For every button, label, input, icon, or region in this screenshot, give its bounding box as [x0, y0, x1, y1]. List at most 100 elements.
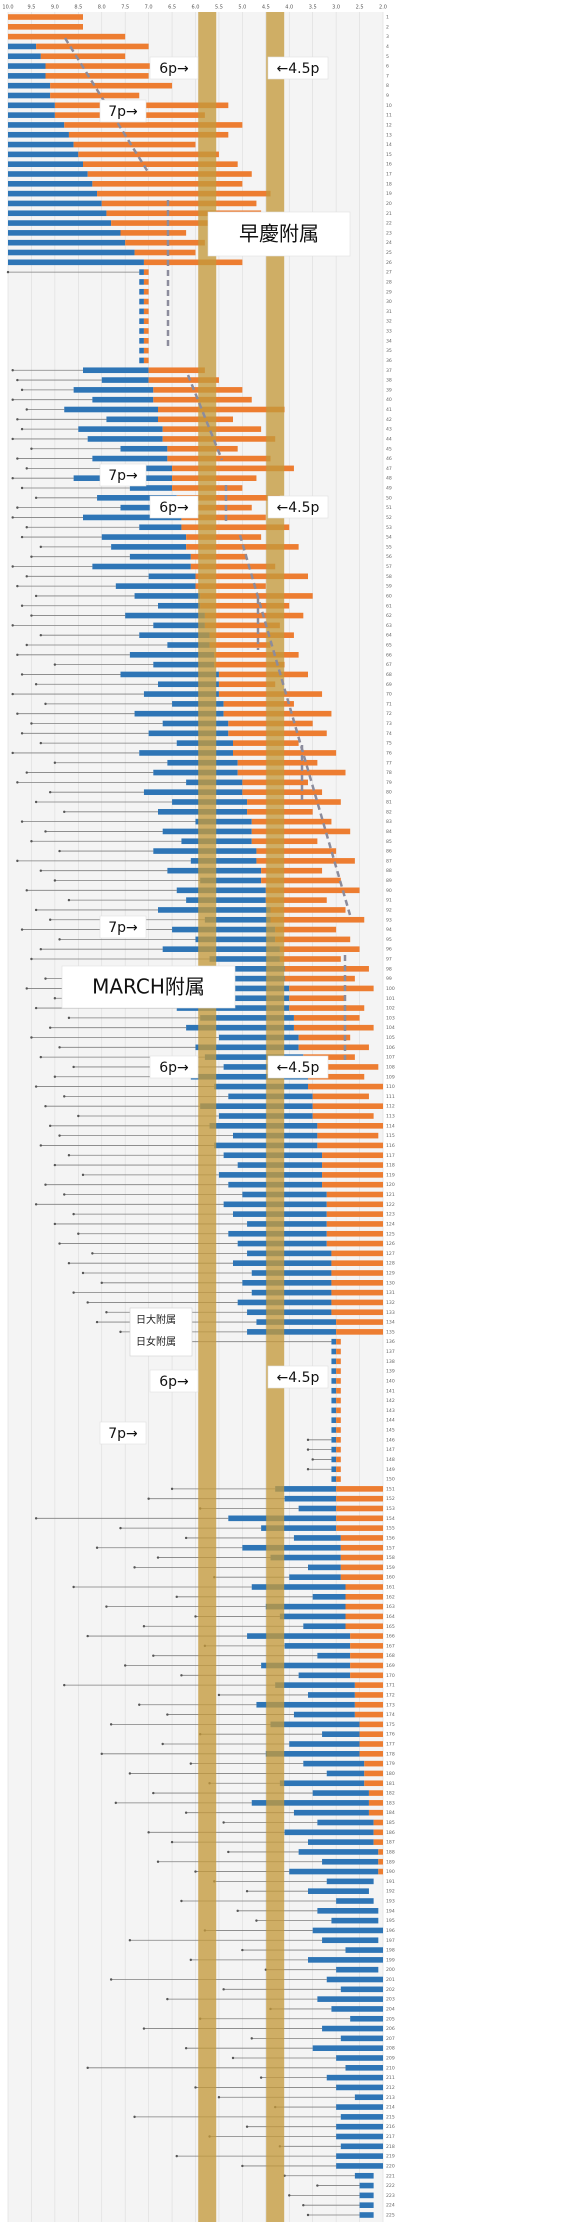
blue-bar — [148, 573, 196, 580]
whisker-end — [245, 1889, 249, 1893]
blue-bar — [340, 2143, 383, 2150]
blue-bar — [120, 671, 219, 678]
whisker-end — [63, 1683, 66, 1687]
row-label: 199 — [386, 1957, 395, 1963]
blue-bar — [162, 946, 280, 952]
row-label: 96 — [386, 947, 392, 953]
row-label: 55 — [386, 544, 392, 550]
blue-bar — [336, 2133, 383, 2140]
whisker-end — [53, 1222, 57, 1226]
blue-bar — [247, 1633, 351, 1639]
blue-bar — [162, 720, 229, 727]
x-tick-label: 3.5 — [309, 5, 317, 11]
row-label: 19 — [386, 191, 392, 197]
row-label: 7 — [386, 73, 389, 79]
trend-arrow — [186, 374, 224, 461]
row-label: 197 — [386, 1938, 395, 1944]
row-label: 162 — [386, 1594, 395, 1600]
whisker-end — [39, 869, 43, 872]
blue-bar — [247, 1329, 337, 1335]
blue-bar — [331, 1437, 337, 1443]
whisker-end — [25, 467, 28, 470]
row-label: 165 — [386, 1624, 395, 1630]
orange-bar — [308, 1073, 365, 1080]
trend-arrow — [63, 37, 150, 173]
whisker-end — [30, 614, 33, 617]
blue-bar — [186, 897, 266, 903]
row-label: 51 — [386, 505, 392, 511]
annotation: ←4.5p — [277, 61, 320, 77]
blue-bar — [336, 2153, 383, 2159]
row-label: 127 — [386, 1251, 395, 1257]
orange-bar — [350, 1662, 383, 1669]
row-label: 223 — [386, 2193, 395, 2199]
orange-bar — [350, 1633, 383, 1639]
blue-bar — [139, 338, 144, 344]
annotation: ←4.5p — [277, 1370, 320, 1386]
whisker-end — [34, 1085, 38, 1088]
row-label: 26 — [386, 260, 392, 266]
whisker-end — [53, 1075, 57, 1078]
blue-bar — [204, 1054, 304, 1060]
orange-bar — [368, 1809, 383, 1816]
whisker-end — [170, 1487, 174, 1491]
blue-bar — [242, 1191, 327, 1198]
orange-bar — [298, 1034, 351, 1041]
row-label: 95 — [386, 937, 392, 943]
row-label: 131 — [386, 1290, 395, 1296]
orange-bar — [336, 1407, 341, 1414]
whisker-end — [16, 457, 19, 460]
row-label: 222 — [386, 2183, 395, 2189]
whisker-end — [194, 1870, 197, 1873]
row-label: 211 — [386, 2075, 395, 2081]
orange-bar — [322, 1172, 383, 1178]
orange-bar — [312, 1113, 374, 1119]
blue-bar — [312, 1594, 346, 1600]
whisker-end — [34, 683, 38, 686]
blue-bar — [8, 220, 112, 226]
blue-bar — [134, 593, 201, 599]
blue-bar — [251, 1584, 346, 1590]
orange-bar — [265, 897, 327, 903]
blue-bar — [195, 936, 276, 943]
row-label: 116 — [386, 1143, 395, 1149]
blue-bar — [354, 2094, 383, 2101]
row-label: 220 — [386, 2163, 395, 2169]
orange-bar — [143, 279, 149, 285]
whisker-end — [20, 673, 24, 676]
x-tick-label: 7.5 — [121, 5, 129, 11]
row-label: 202 — [386, 1987, 395, 1993]
orange-bar — [218, 681, 276, 688]
orange-bar — [143, 259, 243, 266]
row-label: 63 — [386, 623, 392, 629]
row-label: 182 — [386, 1791, 395, 1797]
row-label: 112 — [386, 1104, 395, 1110]
whisker-end — [16, 418, 19, 421]
blue-bar — [336, 2084, 383, 2091]
whisker-end — [39, 1055, 43, 1059]
row-label: 46 — [386, 456, 392, 462]
annotation-box — [267, 1365, 329, 1389]
blue-bar — [209, 1123, 318, 1129]
blue-bar — [322, 1858, 379, 1865]
blue-bar — [92, 563, 191, 570]
whisker-end — [67, 1154, 71, 1157]
whisker-end — [58, 938, 61, 941]
row-label: 195 — [386, 1918, 395, 1924]
row-label: 42 — [386, 417, 392, 423]
orange-bar — [359, 1751, 383, 1757]
whisker-end — [100, 1752, 103, 1756]
row-label: 187 — [386, 1840, 395, 1846]
x-tick-label: 8.5 — [74, 5, 82, 11]
blue-bar — [8, 151, 79, 158]
orange-bar — [340, 1554, 383, 1561]
row-label: 122 — [386, 1202, 395, 1208]
blue-bar — [331, 1397, 337, 1404]
orange-bar — [364, 1770, 383, 1777]
row-label: 29 — [386, 289, 392, 295]
x-tick-label: 6.5 — [168, 5, 176, 11]
blue-bar — [101, 377, 149, 383]
orange-bar — [336, 1486, 383, 1492]
row-label: 110 — [386, 1084, 395, 1090]
row-label: 103 — [386, 1015, 395, 1021]
